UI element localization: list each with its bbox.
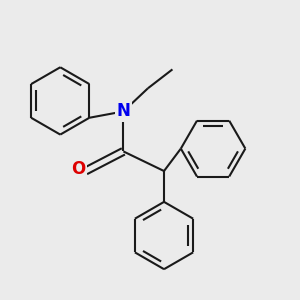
Text: N: N <box>116 102 130 120</box>
Text: O: O <box>71 160 85 178</box>
